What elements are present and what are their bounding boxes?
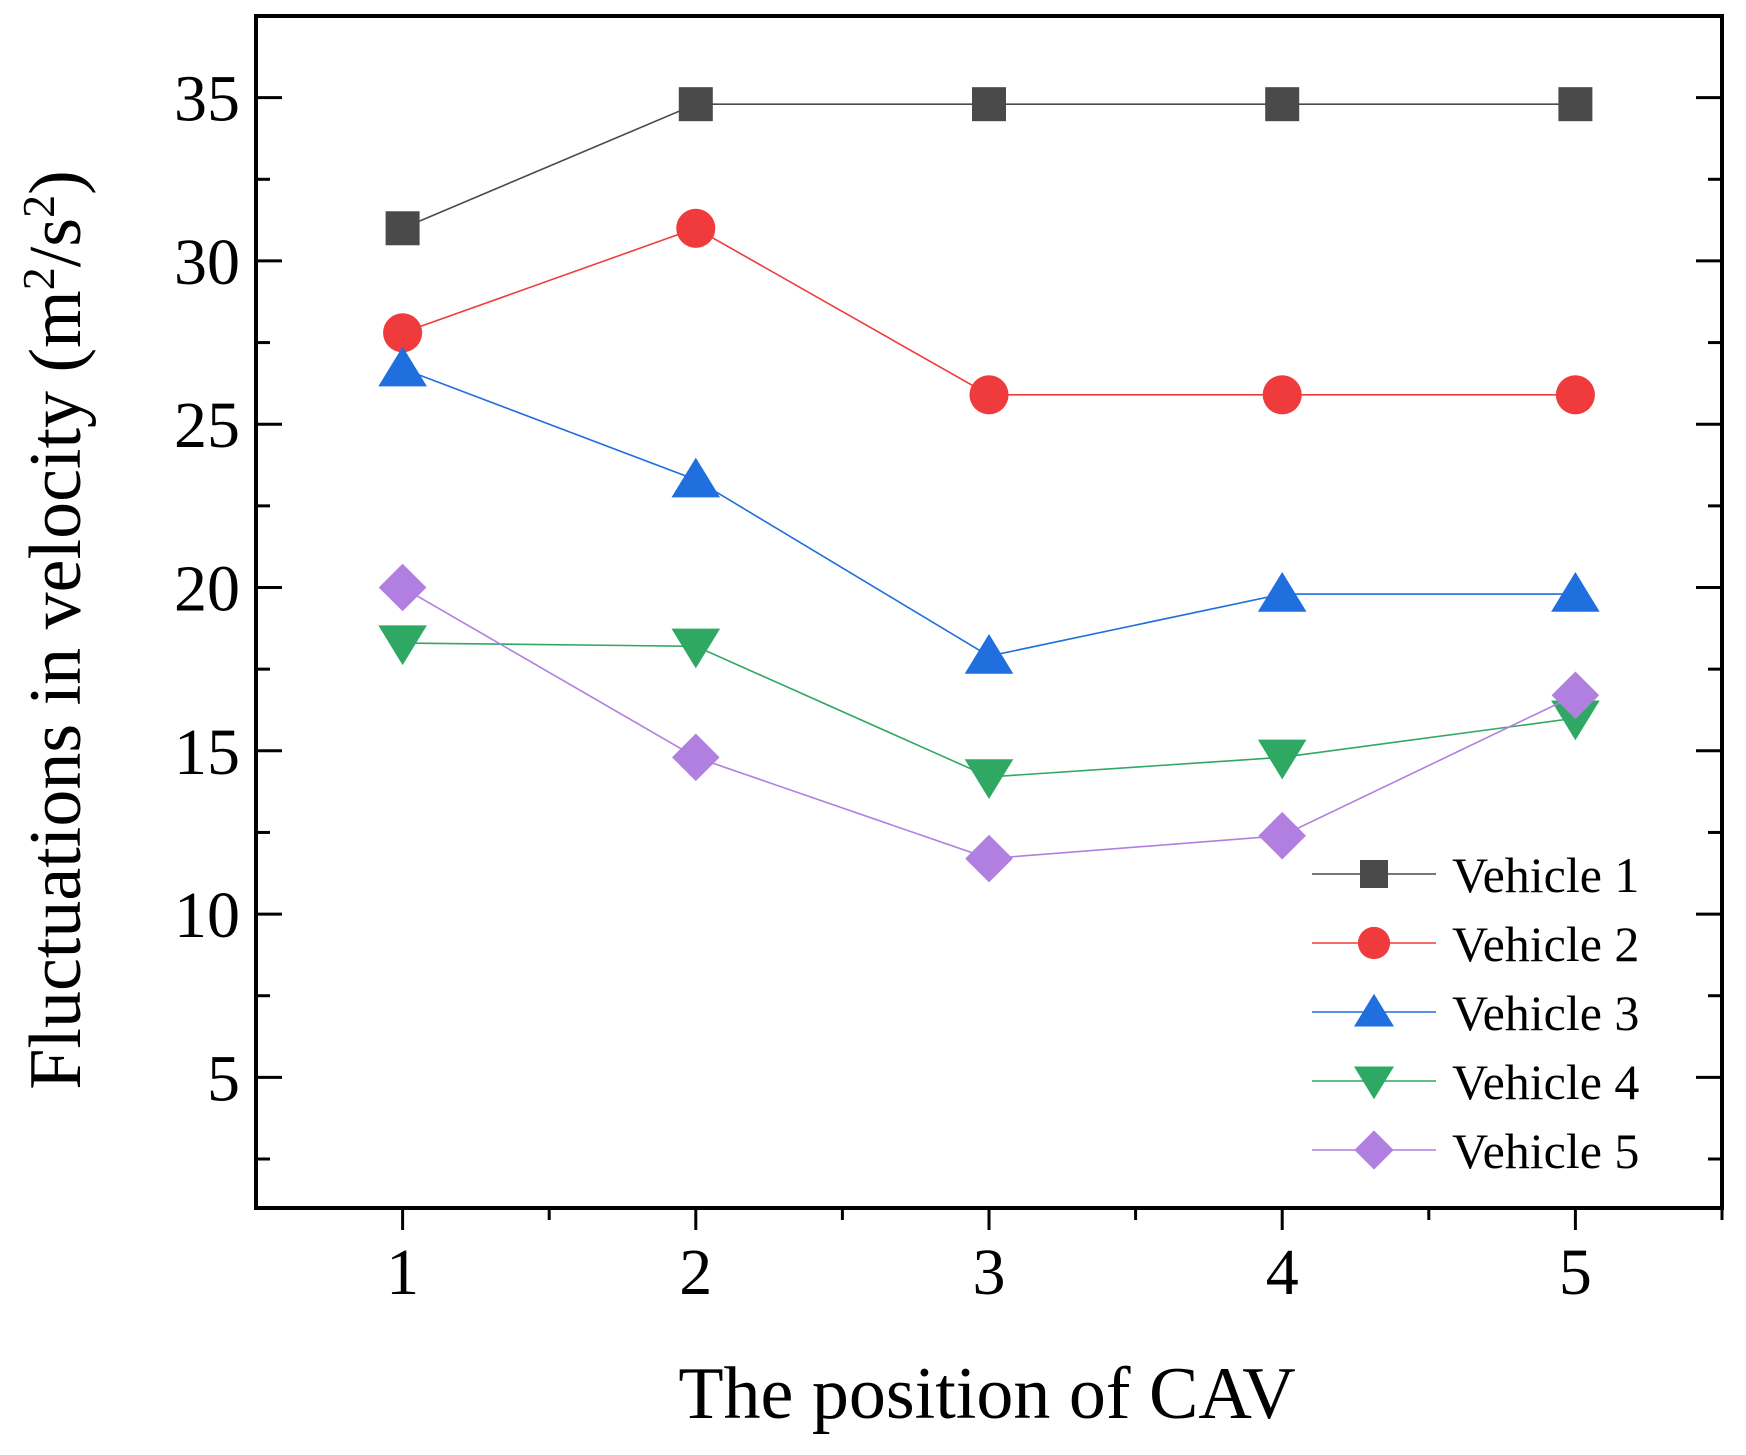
data-point-vehicle-3	[1257, 571, 1307, 612]
data-point-vehicle-2	[969, 375, 1009, 415]
y-axis-title: Fluctuations in velocity (m2/s2)	[13, 170, 97, 1090]
y-axis-title-main: Fluctuations in velocity (m	[15, 290, 97, 1090]
data-point-vehicle-1	[1558, 87, 1593, 122]
legend-label-vehicle-5: Vehicle 5	[1452, 1123, 1639, 1179]
x-tick-label: 3	[973, 1236, 1006, 1309]
data-point-vehicle-3	[1551, 571, 1600, 612]
data-point-vehicle-1	[385, 211, 420, 246]
legend-marker-vehicle-4	[1353, 1066, 1395, 1100]
legend-label-vehicle-2: Vehicle 2	[1452, 916, 1639, 972]
series-line-vehicle-5	[402, 586, 1576, 860]
data-point-vehicle-4	[964, 759, 1014, 800]
x-axis-title: The position of CAV	[678, 1353, 1295, 1435]
data-point-vehicle-2	[1555, 375, 1595, 415]
y-tick-label: 15	[174, 716, 240, 789]
data-point-vehicle-5	[1551, 671, 1600, 720]
y-tick-label: 30	[174, 226, 240, 299]
y-axis-title-end: )	[15, 170, 97, 195]
data-point-vehicle-4	[378, 625, 427, 666]
legend-label-vehicle-1: Vehicle 1	[1452, 847, 1639, 903]
y-axis-title-sup1: 2	[13, 267, 64, 290]
legend-marker-vehicle-3	[1353, 993, 1395, 1027]
y-axis-title-sup2: 2	[13, 195, 64, 218]
data-point-vehicle-1	[678, 87, 713, 122]
legend-label-vehicle-4: Vehicle 4	[1452, 1054, 1639, 1110]
x-tick-label: 1	[386, 1236, 419, 1309]
y-tick-label: 5	[207, 1042, 240, 1115]
legend-label-vehicle-3: Vehicle 3	[1452, 985, 1639, 1041]
data-point-vehicle-3	[378, 346, 427, 387]
y-tick-label: 35	[174, 63, 240, 136]
data-point-vehicle-2	[676, 208, 716, 248]
axes: 5 10 15 20 25 30 35 1 2 3 4 5	[174, 14, 1724, 1309]
data-point-vehicle-2	[1262, 375, 1302, 415]
legend-marker-vehicle-2	[1357, 926, 1391, 960]
legend-marker-vehicle-1	[1360, 860, 1388, 888]
plot-area	[378, 87, 1600, 883]
data-point-vehicle-4	[1551, 700, 1600, 741]
x-tick-label: 2	[679, 1236, 712, 1309]
y-tick-label: 20	[174, 553, 240, 626]
data-point-vehicle-5	[965, 834, 1013, 883]
data-point-vehicle-5	[1258, 811, 1306, 860]
legend-marker-vehicle-5	[1354, 1130, 1394, 1170]
data-point-vehicle-3	[671, 457, 721, 498]
data-point-vehicle-2	[383, 313, 423, 353]
y-tick-label: 25	[174, 389, 240, 462]
y-tick-label: 10	[174, 879, 240, 952]
data-point-vehicle-4	[671, 628, 721, 669]
legend: Vehicle 1 Vehicle 2 Vehicle 3 Vehicle 4 Vehi…	[1312, 847, 1639, 1179]
data-point-vehicle-5	[672, 733, 720, 782]
data-point-vehicle-3	[964, 633, 1014, 674]
data-point-vehicle-1	[1265, 87, 1300, 122]
x-tick-label: 5	[1559, 1236, 1592, 1309]
y-axis-title-mid: /s	[15, 218, 97, 267]
data-point-vehicle-4	[1257, 739, 1307, 780]
data-point-vehicle-1	[972, 87, 1006, 122]
series-line-vehicle-2	[402, 227, 1576, 396]
data-point-vehicle-5	[378, 563, 427, 612]
x-tick-label: 4	[1266, 1236, 1299, 1309]
series-line-vehicle-1	[402, 103, 1576, 230]
